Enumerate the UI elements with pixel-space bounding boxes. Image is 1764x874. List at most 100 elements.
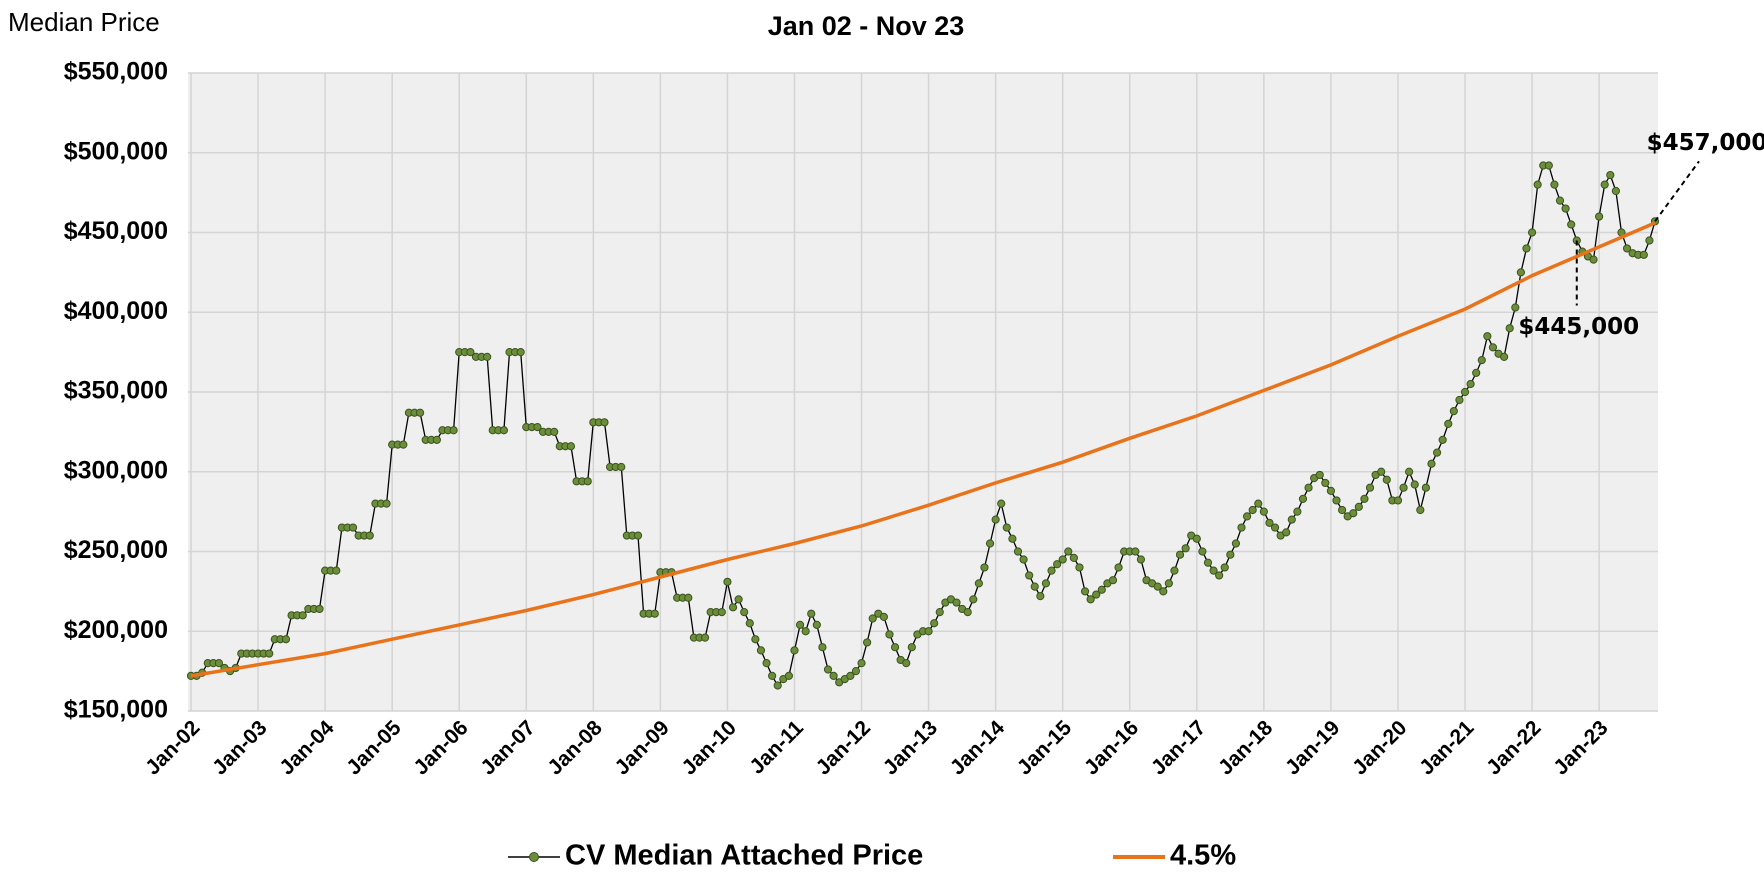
price-marker [1416, 505, 1425, 515]
price-marker [1505, 324, 1514, 333]
price-marker [1382, 475, 1391, 484]
price-marker [723, 577, 732, 586]
price-marker [348, 523, 358, 532]
price-marker [1516, 268, 1525, 277]
price-marker [1561, 204, 1570, 213]
price-marker [449, 426, 458, 435]
price-marker [1153, 582, 1162, 591]
price-marker [1237, 523, 1246, 532]
y-axis-label: Median Price [8, 7, 160, 37]
price-marker [1483, 332, 1492, 341]
price-marker [773, 681, 782, 690]
price-marker [1477, 356, 1486, 365]
price-marker [751, 635, 760, 644]
price-marker [1170, 566, 1179, 575]
price-marker [1315, 470, 1324, 480]
price-marker [1181, 544, 1190, 553]
price-marker [1215, 571, 1224, 580]
price-marker [315, 604, 324, 614]
price-marker [868, 614, 877, 623]
price-marker [1533, 180, 1542, 189]
y-tick-label: $400,000 [64, 297, 168, 325]
annotation-leader [1654, 160, 1700, 222]
price-marker [734, 595, 743, 604]
price-marker [823, 665, 833, 674]
price-marker [790, 646, 799, 655]
price-marker [1589, 255, 1598, 264]
price-marker [382, 499, 391, 508]
price-marker [1226, 550, 1235, 559]
price-marker [974, 579, 983, 588]
price-marker [1192, 534, 1201, 543]
y-tick-label: $150,000 [64, 696, 168, 724]
price-marker [1086, 595, 1095, 604]
y-tick-label: $200,000 [64, 616, 168, 644]
y-tick-label: $550,000 [64, 58, 168, 86]
price-marker [583, 477, 592, 486]
price-marker [1567, 220, 1576, 229]
price-marker [1606, 170, 1615, 180]
price-marker [265, 649, 274, 658]
price-marker [890, 643, 900, 652]
price-marker [935, 608, 944, 617]
price-marker [1332, 496, 1341, 505]
price-marker [1405, 467, 1414, 476]
price-marker [1041, 579, 1051, 588]
price-marker [566, 442, 576, 451]
legend-marker [529, 852, 539, 862]
price-marker [1092, 590, 1101, 599]
price-marker [807, 609, 816, 618]
price-marker [885, 630, 894, 639]
legend-label: CV Median Attached Price [565, 840, 923, 872]
price-marker [930, 619, 939, 628]
price-marker [1360, 494, 1369, 503]
price-marker [1254, 499, 1263, 508]
price-marker [499, 426, 509, 435]
price-marker [1282, 528, 1291, 537]
price-marker [1522, 244, 1531, 253]
price-marker [784, 671, 793, 681]
price-marker [1455, 395, 1464, 405]
price-marker [1047, 566, 1056, 575]
price-marker [829, 671, 838, 681]
price-marker [1259, 507, 1268, 516]
price-marker [717, 608, 726, 617]
price-marker [1270, 523, 1280, 532]
price-marker [969, 595, 978, 604]
price-marker [1444, 419, 1453, 428]
chart-title: Jan 02 - Nov 23 [768, 11, 965, 41]
price-marker [1114, 563, 1123, 572]
price-marker [516, 348, 525, 357]
price-marker [399, 440, 408, 449]
price-marker [1198, 547, 1207, 556]
price-marker [1511, 303, 1520, 312]
price-marker [1304, 483, 1313, 492]
price-marker [924, 627, 933, 636]
price-marker [740, 608, 749, 617]
price-marker [365, 531, 374, 540]
price-marker [1500, 352, 1509, 362]
price-marker [483, 352, 492, 362]
price-marker [1393, 496, 1403, 505]
price-marker [1287, 515, 1296, 524]
price-marker [1639, 250, 1648, 259]
price-marker [550, 427, 559, 436]
price-marker [1231, 539, 1241, 548]
y-tick-label: $300,000 [64, 456, 168, 484]
price-marker [533, 422, 542, 432]
price-marker [633, 531, 643, 540]
price-marker [879, 612, 888, 621]
y-tick-label: $250,000 [64, 536, 168, 564]
price-marker [1645, 236, 1654, 245]
price-marker [432, 435, 441, 444]
y-tick-label: $500,000 [64, 137, 168, 165]
annotation-label: $445,000 [1518, 314, 1639, 340]
price-marker [1053, 560, 1062, 569]
price-marker [1030, 582, 1039, 591]
price-marker [1488, 343, 1498, 352]
price-marker [214, 659, 224, 668]
price-marker [1108, 576, 1118, 585]
price-marker [1349, 509, 1358, 518]
price-marker [1013, 547, 1023, 556]
price-marker [1203, 558, 1213, 567]
